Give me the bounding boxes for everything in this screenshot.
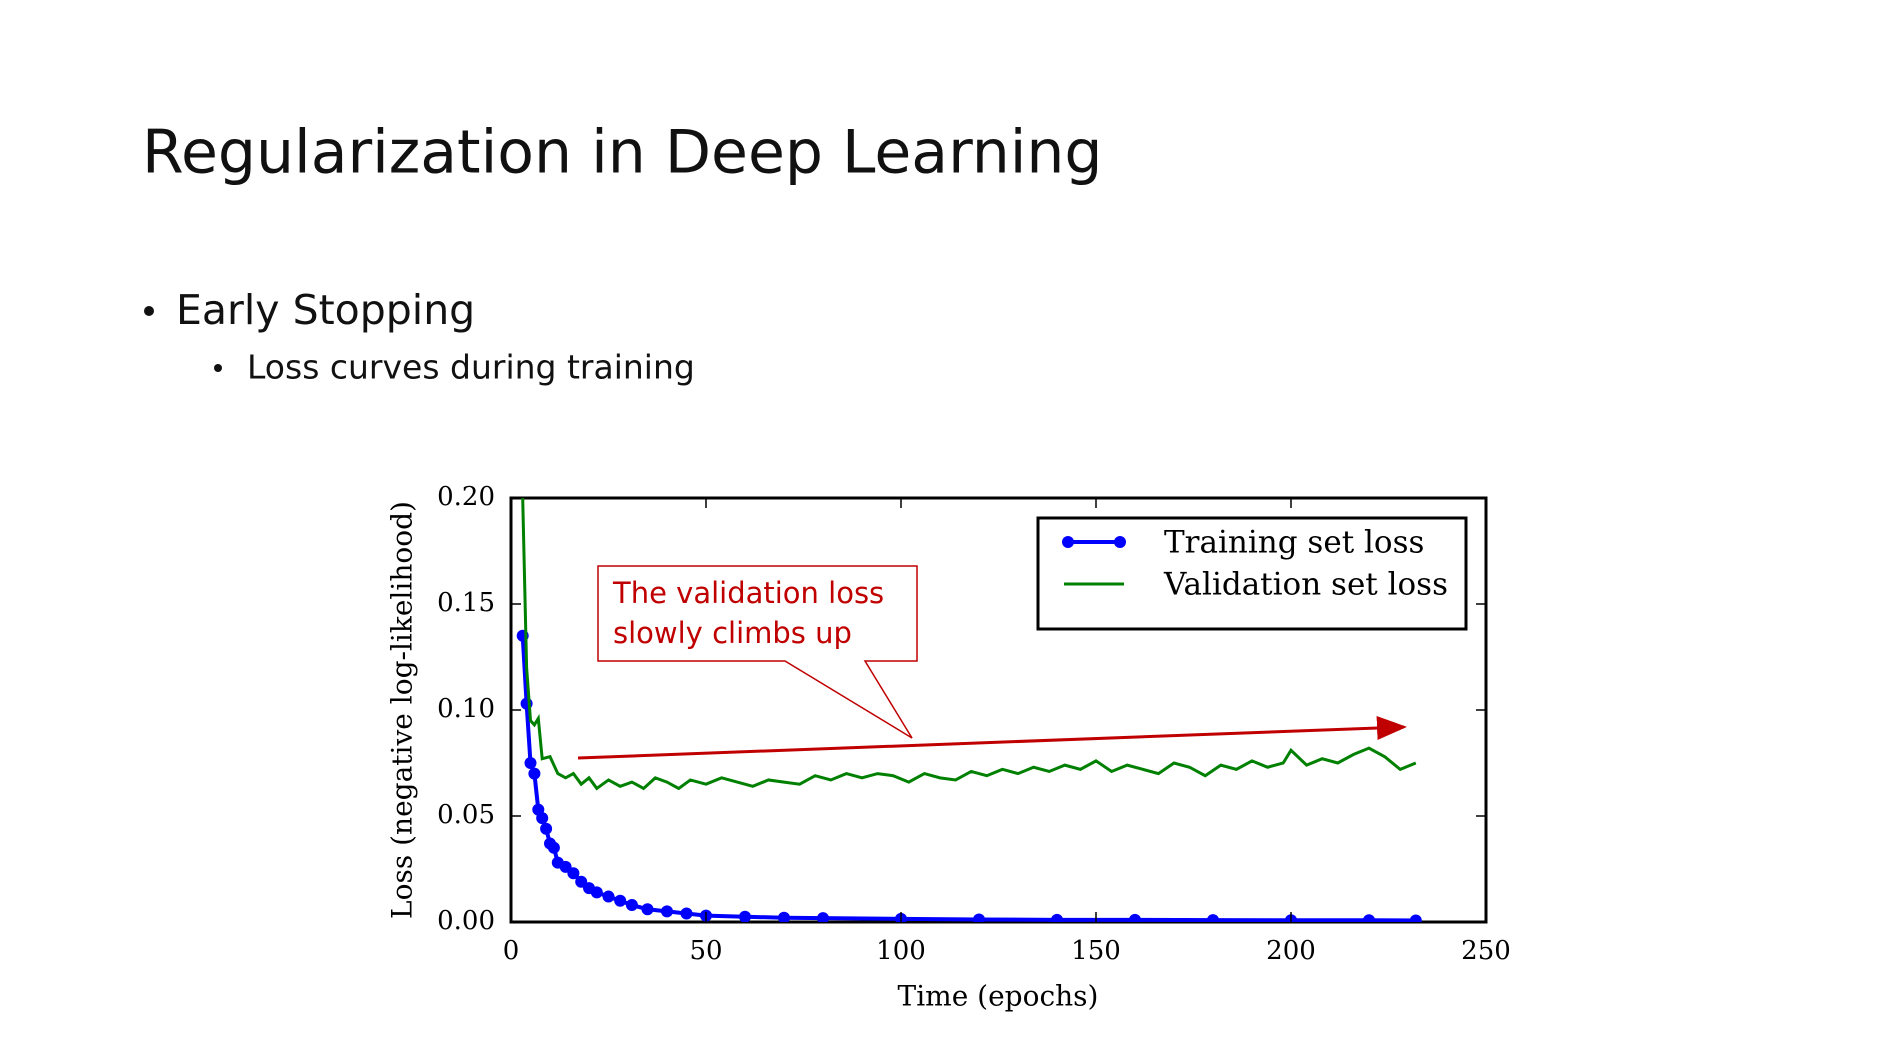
- y-tick-label: 0.20: [437, 482, 495, 512]
- point: [661, 905, 673, 918]
- point: [641, 903, 654, 916]
- legend-label: Validation set loss: [1163, 567, 1448, 603]
- point: [524, 757, 537, 769]
- point: [1207, 914, 1219, 922]
- point: [817, 912, 829, 922]
- point: [739, 910, 751, 922]
- point: [973, 913, 985, 922]
- point: [590, 886, 603, 899]
- point: [602, 890, 615, 903]
- point: [614, 894, 627, 907]
- point: [528, 767, 541, 780]
- point: [536, 812, 549, 825]
- x-tick-label: 150: [1071, 936, 1121, 966]
- point: [1409, 914, 1422, 922]
- bullet-dot: [144, 306, 154, 316]
- x-tick-label: 0: [503, 936, 520, 966]
- legend-label: Training set loss: [1164, 525, 1424, 561]
- annotation: slowly climbs up: [613, 616, 852, 650]
- y-axis-label: Loss (negative log-likelihood): [386, 501, 419, 919]
- point: [540, 822, 553, 835]
- point: [625, 899, 638, 912]
- legend-marker: [1062, 536, 1074, 548]
- y-tick-label: 0.00: [437, 906, 495, 936]
- bullet: Early Stopping: [176, 286, 475, 334]
- x-axis-label: Time (epochs): [898, 980, 1099, 1013]
- point: [778, 911, 790, 922]
- legend: [1036, 516, 1468, 631]
- point: [680, 907, 693, 920]
- x-tick-label: 100: [876, 936, 926, 966]
- x-tick-label: 200: [1266, 936, 1316, 966]
- point: [1129, 913, 1141, 922]
- series-line: [521, 498, 1417, 791]
- point: [547, 841, 560, 854]
- point: [1051, 913, 1063, 922]
- plot-area: [516, 498, 1422, 922]
- point: [1363, 914, 1375, 922]
- legend-marker: [1114, 536, 1126, 548]
- sub-bullet: Loss curves during training: [247, 348, 695, 387]
- callout-box: [597, 565, 918, 739]
- annotation: The validation loss: [612, 576, 884, 610]
- bullet-dot: [214, 364, 222, 372]
- y-tick-label: 0.05: [437, 800, 495, 830]
- y-tick-label: 0.10: [437, 694, 495, 724]
- x-tick-label: 250: [1461, 936, 1511, 966]
- trend-arrow: [577, 716, 1407, 760]
- slide-title: Regularization in Deep Learning: [142, 118, 1103, 188]
- x-tick-label: 50: [689, 936, 722, 966]
- point: [567, 867, 580, 880]
- y-tick-label: 0.15: [437, 588, 495, 618]
